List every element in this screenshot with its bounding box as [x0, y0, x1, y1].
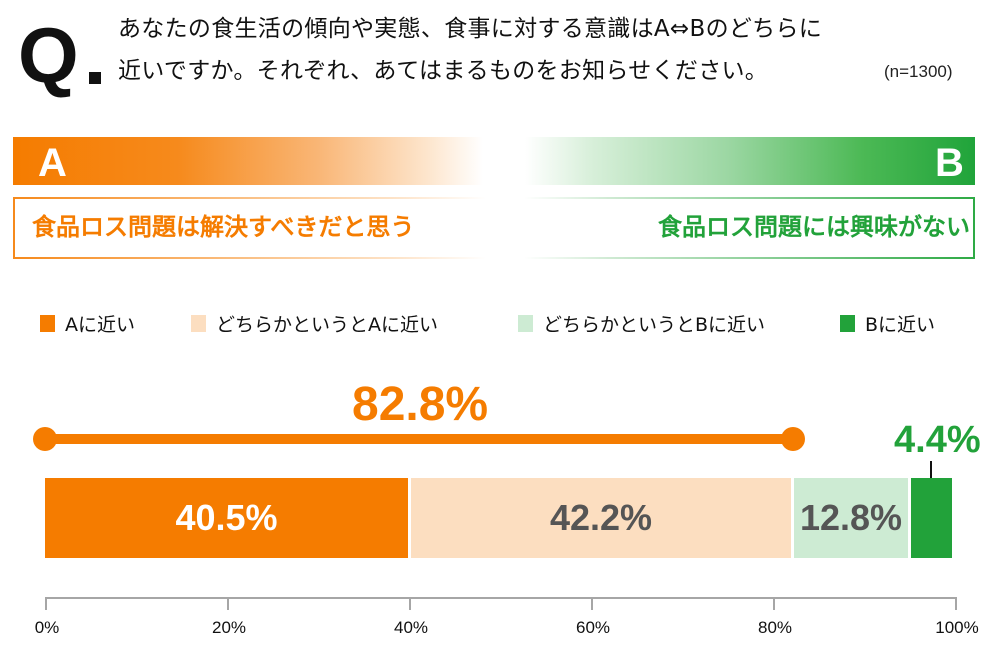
question-mark: Q	[18, 11, 79, 99]
x-tick	[591, 597, 593, 610]
statement-a: 食品ロス問題は解決すべきだと思う	[32, 213, 415, 241]
x-tick-label: 80%	[757, 618, 793, 637]
question-dot	[89, 72, 101, 84]
legend-swatch	[518, 314, 533, 332]
legend-item-a-close: Aに近い	[40, 309, 135, 337]
legend-label: Bに近い	[865, 313, 936, 336]
x-tick	[45, 597, 47, 610]
x-tick	[227, 597, 229, 610]
x-tick	[773, 597, 775, 610]
legend-item-b-close: Bに近い	[840, 309, 935, 337]
bar-segment-b-close	[911, 478, 952, 558]
bar-value: 40.5%	[175, 497, 278, 538]
scale-letter-a: A	[38, 141, 67, 185]
question-text-line1: あなたの食生活の傾向や実態、食事に対する意識はA⇔Bのどちらに	[118, 16, 823, 42]
scale-band-a	[13, 137, 483, 185]
statement-b: 食品ロス問題には興味がない	[658, 213, 970, 241]
a-total-bracket	[45, 434, 793, 444]
legend-label: どちらかというとAに近い	[216, 313, 438, 336]
bracket-start-dot	[33, 427, 57, 451]
legend-item-somewhat-b: どちらかというとBに近い	[518, 309, 765, 337]
bar-segment-somewhat-a: 42.2%	[411, 478, 791, 558]
legend-label: どちらかというとBに近い	[543, 313, 766, 336]
legend-swatch	[40, 314, 55, 332]
sample-size: (n=1300)	[884, 62, 953, 81]
x-tick-label: 20%	[211, 618, 247, 637]
x-tick-label: 40%	[393, 618, 429, 637]
b-total-label: 4.4%	[894, 419, 981, 461]
question-text-line2: 近いですか。それぞれ、あてはまるものをお知らせください。	[118, 58, 769, 84]
legend-label: Aに近い	[65, 313, 135, 336]
statement-box-b	[525, 197, 975, 259]
x-tick	[955, 597, 957, 610]
legend-swatch	[840, 314, 855, 332]
bracket-end-dot	[781, 427, 805, 451]
bar-segment-a-close: 40.5%	[45, 478, 408, 558]
b-total-leader-line	[930, 461, 932, 485]
bar-segment-somewhat-b: 12.8%	[794, 478, 908, 558]
a-total-label: 82.8%	[352, 378, 489, 431]
x-tick-label: 60%	[575, 618, 611, 637]
scale-letter-b: B	[935, 141, 964, 185]
x-tick	[409, 597, 411, 610]
bar-value: 42.2%	[549, 497, 653, 538]
x-tick-label: 0%	[34, 618, 60, 637]
x-tick-label: 100%	[935, 618, 979, 637]
scale-band-b	[525, 137, 975, 185]
legend-swatch	[191, 314, 206, 332]
legend-item-somewhat-a: どちらかというとAに近い	[191, 309, 438, 337]
x-axis	[46, 597, 956, 599]
statement-box-a	[13, 197, 485, 259]
bar-value: 12.8%	[799, 497, 903, 538]
